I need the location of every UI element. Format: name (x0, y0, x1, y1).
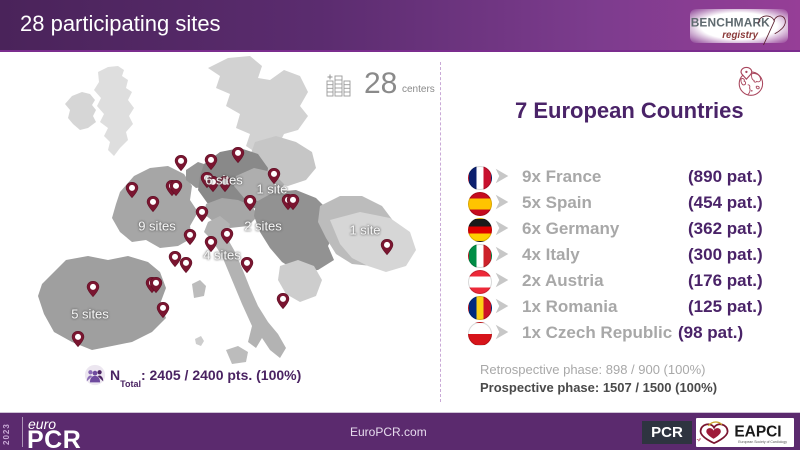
svg-text:EAPCI: EAPCI (734, 423, 781, 440)
svg-text:European Society of Cardiology: European Society of Cardiology (738, 440, 787, 444)
svg-text:registry: registry (722, 30, 758, 41)
